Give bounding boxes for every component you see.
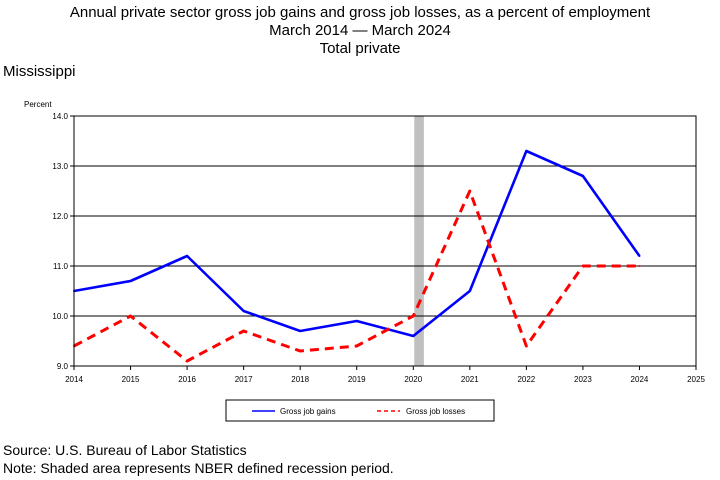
x-tick-label: 2023 <box>574 375 592 384</box>
x-tick-label: 2022 <box>517 375 535 384</box>
data-point-gains <box>129 280 132 282</box>
recession-band <box>414 116 424 366</box>
y-tick-label: 14.0 <box>52 112 68 121</box>
data-point-losses <box>355 345 358 347</box>
chart-series-title: Total private <box>319 40 401 57</box>
y-tick-label: 13.0 <box>52 162 68 171</box>
x-axis: 2014 2015 2016 2017 2018 2019 2020 2021 2022 2023… <box>65 366 705 384</box>
legend: Gross job gains Gross job losses <box>225 399 495 422</box>
data-point-gains <box>468 290 471 292</box>
data-point-gains <box>186 255 189 257</box>
y-axis: 9.0 10.0 11.0 12.0 13.0 14.0 <box>52 112 74 371</box>
data-point-gains <box>581 175 584 177</box>
state-label: Mississippi <box>3 63 76 80</box>
data-point-losses <box>468 190 471 192</box>
data-point-gains <box>638 255 641 257</box>
data-point-gains <box>525 150 528 152</box>
source-note: Source: U.S. Bureau of Labor Statistics <box>3 442 247 458</box>
x-tick-label: 2020 <box>404 375 422 384</box>
data-point-gains <box>412 335 415 337</box>
data-point-gains <box>299 330 302 332</box>
x-tick-label: 2024 <box>631 375 649 384</box>
legend-label-gains: Gross job gains <box>280 407 336 416</box>
x-tick-label: 2017 <box>235 375 253 384</box>
legend-box <box>225 399 495 422</box>
legend-label-losses: Gross job losses <box>406 407 465 416</box>
data-point-losses <box>129 315 132 317</box>
x-tick-label: 2019 <box>348 375 366 384</box>
data-point-losses <box>186 360 189 362</box>
x-tick-label: 2015 <box>122 375 140 384</box>
x-tick-label: 2016 <box>178 375 196 384</box>
series-layer <box>73 149 641 363</box>
y-tick-label: 12.0 <box>52 212 68 221</box>
plot-frame <box>73 115 697 367</box>
chart-title-block: Annual private sector gross job gains an… <box>0 4 720 58</box>
x-tick-label: 2014 <box>65 375 83 384</box>
x-tick-label: 2021 <box>461 375 479 384</box>
data-point-losses <box>525 345 528 347</box>
x-tick-label: 2025 <box>687 375 705 384</box>
y-axis-label: Percent <box>24 100 52 109</box>
recession-note: Note: Shaded area represents NBER define… <box>3 460 394 476</box>
data-point-losses <box>299 350 302 352</box>
data-point-losses <box>581 265 584 267</box>
x-tick-label: 2018 <box>291 375 309 384</box>
chart-title: Annual private sector gross job gains an… <box>69 4 651 21</box>
data-point-losses <box>242 330 245 332</box>
y-tick-label: 10.0 <box>52 312 68 321</box>
chart-subtitle: March 2014 — March 2024 <box>269 22 451 39</box>
data-point-gains <box>242 310 245 312</box>
data-point-gains <box>355 320 358 322</box>
line-chart: 9.0 10.0 11.0 12.0 13.0 14.0 2014 2015 2016 2017… <box>24 100 705 422</box>
data-point-losses <box>412 315 415 317</box>
plot-area <box>74 116 696 366</box>
y-tick-label: 9.0 <box>57 362 69 371</box>
y-tick-label: 11.0 <box>53 262 69 271</box>
data-point-losses <box>638 265 641 267</box>
